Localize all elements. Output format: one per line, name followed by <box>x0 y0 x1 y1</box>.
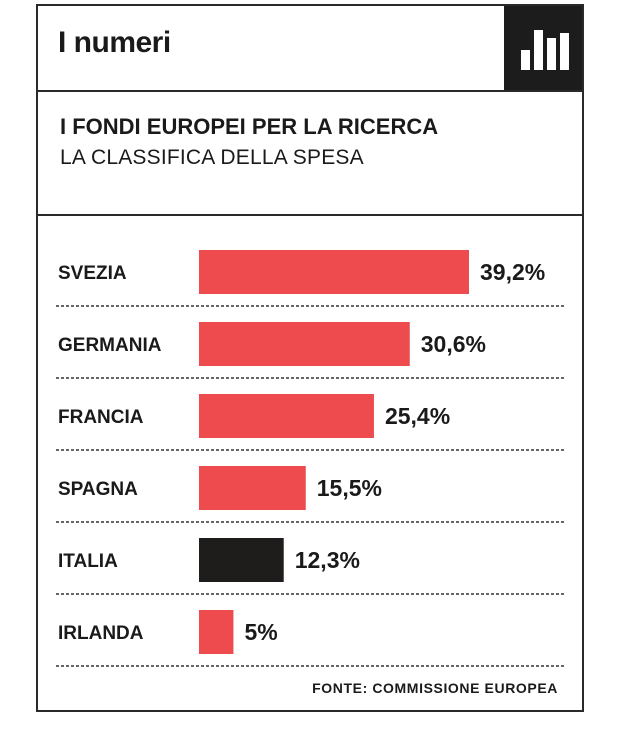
value-label: 15,5% <box>317 475 382 501</box>
bar <box>199 610 234 654</box>
bar <box>199 394 374 438</box>
infographic-card: I numeri I FONDI EUROPEI PER LA RICERCA … <box>36 4 584 712</box>
chart-subtitle: LA CLASSIFICA DELLA SPESA <box>60 146 364 169</box>
source-note: FONTE: COMMISSIONE EUROPEA <box>312 680 558 696</box>
category-label: GERMANIA <box>58 335 162 356</box>
value-label: 25,4% <box>385 403 450 429</box>
bar-chart: SVEZIA 39,2% GERMANIA 30,6% FRANCIA 25,4% SPAG… <box>56 250 564 667</box>
value-label: 12,3% <box>295 547 360 573</box>
subtitle-block: I FONDI EUROPEI PER LA RICERCA LA CLASSI… <box>38 92 582 216</box>
category-label: SVEZIA <box>58 263 127 284</box>
category-label: IRLANDA <box>58 623 144 644</box>
header-title: I numeri <box>58 26 171 59</box>
category-label: SPAGNA <box>58 479 138 500</box>
chart-title: I FONDI EUROPEI PER LA RICERCA <box>60 114 439 139</box>
bar-chart-icon <box>504 6 582 90</box>
value-label: 30,6% <box>421 331 486 357</box>
bar <box>199 466 306 510</box>
value-label: 39,2% <box>480 259 545 285</box>
category-label: ITALIA <box>58 551 118 572</box>
bar <box>199 250 469 294</box>
bar <box>199 538 284 582</box>
bar <box>199 322 410 366</box>
value-label: 5% <box>244 619 277 645</box>
header: I numeri <box>38 6 582 92</box>
category-label: FRANCIA <box>58 407 144 428</box>
